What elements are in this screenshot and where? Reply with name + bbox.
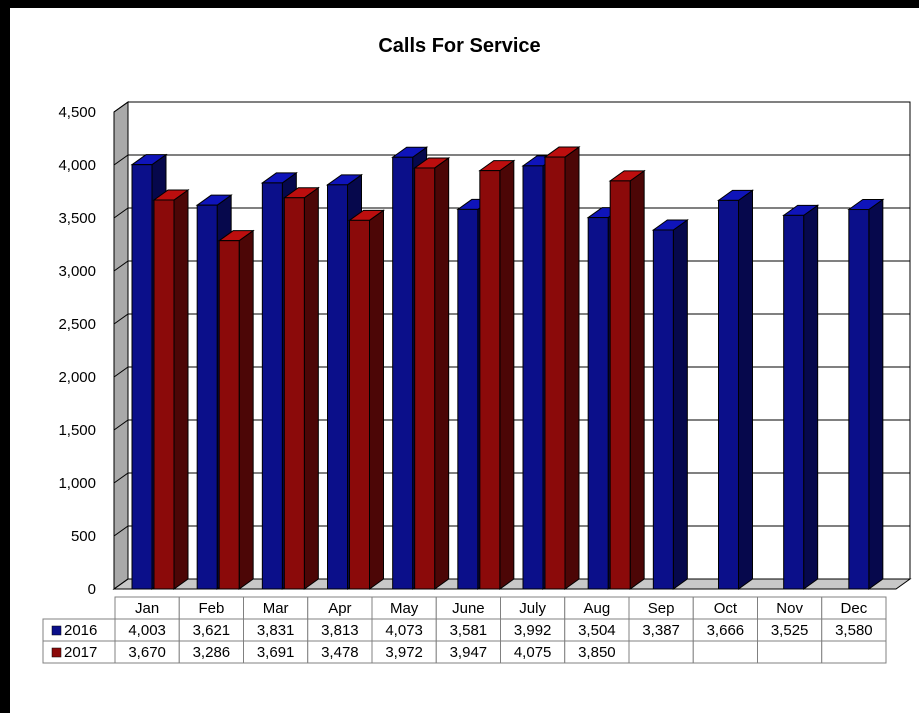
back-wall <box>127 101 911 580</box>
data-label-2016-June: 3,581 <box>450 622 488 639</box>
bar-side-2017-July <box>564 146 580 590</box>
data-label-2017-Jan: 3,670 <box>128 644 166 661</box>
wall-gridline <box>113 101 129 113</box>
y-tick-label: 0 <box>88 581 96 598</box>
data-label-2016-May: 4,073 <box>385 622 423 639</box>
wall-gridline <box>113 154 129 166</box>
table-cell <box>692 640 758 664</box>
data-label-2017-Aug: 3,850 <box>578 644 616 661</box>
bar-2017-Apr <box>349 219 370 590</box>
y-tick-label: 4,000 <box>58 157 96 174</box>
data-label-2016-July: 3,992 <box>514 622 552 639</box>
y-tick-label: 3,500 <box>58 210 96 227</box>
bar-2017-July <box>544 156 566 590</box>
wall-gridline <box>113 472 129 484</box>
bar-side-2017-June <box>499 159 515 590</box>
bar-2016-Aug <box>587 217 609 590</box>
left-wall <box>113 101 129 590</box>
bar-2017-Aug <box>609 180 631 590</box>
x-tick-label: Aug <box>584 600 611 617</box>
legend-swatch-2017 <box>51 647 62 658</box>
table-cell <box>628 640 694 664</box>
wall-gridline <box>113 313 129 325</box>
bar-2016-Sep <box>652 229 674 590</box>
bar-side-2017-May <box>434 156 450 590</box>
data-label-2016-Apr: 3,813 <box>321 622 359 639</box>
bar-2017-June <box>479 170 501 590</box>
data-label-2017-Apr: 3,478 <box>321 644 359 661</box>
wall-gridline <box>113 419 129 431</box>
bar-side-2016-Dec <box>868 198 884 590</box>
x-tick-label: Mar <box>263 600 289 617</box>
x-tick-label: Oct <box>714 600 738 617</box>
bar-2017-Mar <box>283 197 305 590</box>
bar-2017-May <box>414 167 436 590</box>
wall-gridline <box>113 525 129 537</box>
bar-side-2017-Aug <box>629 169 645 590</box>
bar-2016-May <box>392 156 414 590</box>
data-label-2016-Nov: 3,525 <box>771 622 809 639</box>
legend-label-2016: 2016 <box>64 622 97 639</box>
x-tick-label: Jan <box>135 600 159 617</box>
chart-title: Calls For Service <box>378 35 541 57</box>
bar-2016-Jan <box>131 164 153 590</box>
bar-2016-Nov <box>783 214 805 590</box>
wall-gridline <box>113 260 129 272</box>
x-tick-label: May <box>390 600 419 617</box>
wall-gridline <box>113 578 129 590</box>
data-label-2016-Oct: 3,666 <box>707 622 745 639</box>
x-tick-label: June <box>452 600 485 617</box>
y-tick-label: 4,500 <box>58 104 96 121</box>
x-tick-label: Feb <box>198 600 224 617</box>
data-label-2016-Feb: 3,621 <box>193 622 231 639</box>
y-tick-label: 3,000 <box>58 263 96 280</box>
data-label-2016-Jan: 4,003 <box>128 622 166 639</box>
legend-swatch-2016 <box>51 625 62 636</box>
bar-2016-Feb <box>196 204 218 590</box>
bar-side-2017-Apr <box>369 209 384 590</box>
bar-2016-Oct <box>718 199 739 590</box>
y-tick-label: 1,500 <box>58 422 96 439</box>
data-label-2017-July: 4,075 <box>514 644 552 661</box>
bar-2016-June <box>457 208 479 590</box>
bar-side-2016-Nov <box>803 204 819 590</box>
bar-side-2017-Mar <box>303 186 319 590</box>
x-tick-label: Sep <box>648 600 675 617</box>
x-tick-label: Apr <box>328 600 351 617</box>
data-label-2017-Feb: 3,286 <box>193 644 231 661</box>
wall-gridline <box>113 207 129 219</box>
y-tick-label: 500 <box>71 528 96 545</box>
bar-side-2017-Feb <box>238 229 254 590</box>
data-label-2016-Sep: 3,387 <box>642 622 680 639</box>
legend-label-2017: 2017 <box>64 644 97 661</box>
bar-side-2016-Oct <box>738 189 753 590</box>
x-tick-label: Dec <box>841 600 868 617</box>
data-label-2017-June: 3,947 <box>450 644 488 661</box>
table-cell <box>757 640 823 664</box>
x-tick-label: July <box>519 600 546 617</box>
x-tick-label: Nov <box>776 600 803 617</box>
bar-2016-Apr <box>327 184 348 590</box>
table-cell <box>821 640 887 664</box>
bar-side-2016-Sep <box>672 219 688 590</box>
data-label-2016-Mar: 3,831 <box>257 622 295 639</box>
y-tick-label: 1,000 <box>58 475 96 492</box>
bar-2016-Dec <box>848 209 870 590</box>
data-label-2017-Mar: 3,691 <box>257 644 295 661</box>
bar-2016-Mar <box>261 182 283 590</box>
bar-2017-Feb <box>218 240 240 590</box>
data-label-2016-Dec: 3,580 <box>835 622 873 639</box>
y-tick-label: 2,500 <box>58 316 96 333</box>
y-tick-label: 2,000 <box>58 369 96 386</box>
bar-2016-July <box>522 165 544 590</box>
bar-side-2017-Jan <box>173 189 189 590</box>
bar-2017-Jan <box>153 199 175 590</box>
data-label-2017-May: 3,972 <box>385 644 423 661</box>
wall-gridline <box>113 366 129 378</box>
data-label-2016-Aug: 3,504 <box>578 622 616 639</box>
